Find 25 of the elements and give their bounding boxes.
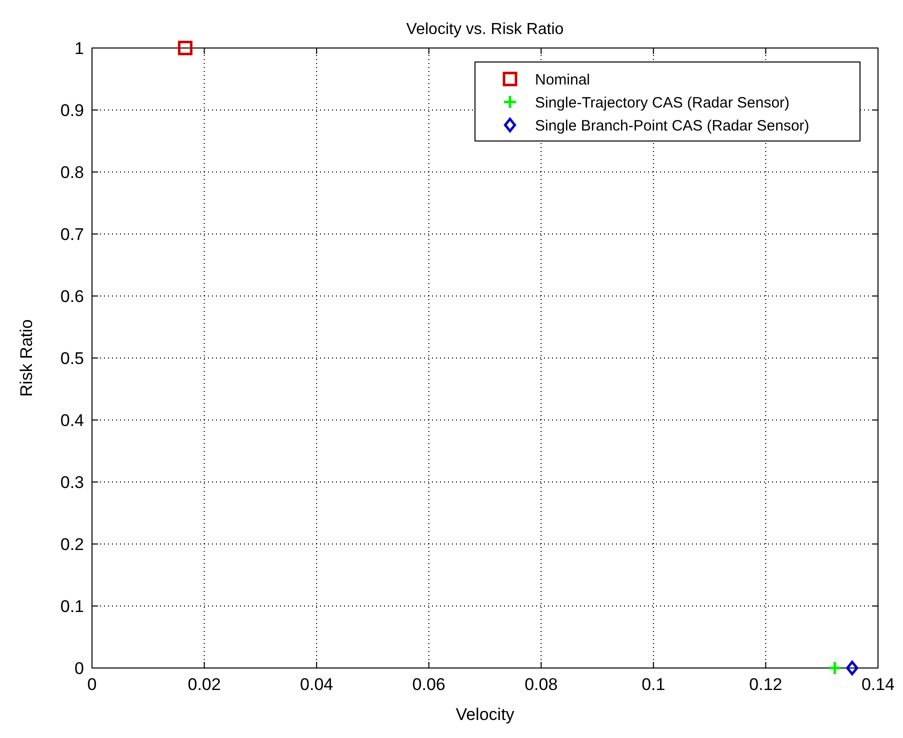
y-tick-label: 0.7 [60,224,84,244]
legend-label: Single Branch-Point CAS (Radar Sensor) [535,117,810,134]
x-tick-label: 0 [87,675,97,694]
x-tick-label: 0.14 [861,675,895,694]
x-tick-label: 0.06 [412,675,446,694]
x-axis-title: Velocity [456,705,515,724]
y-tick-label: 0.9 [60,100,84,120]
x-tick-label: 0.02 [188,675,221,694]
y-tick-label: 0.3 [60,472,84,492]
x-tick-label: 0.08 [524,675,558,694]
x-tick-label: 0.12 [749,675,782,694]
y-tick-label: 0.4 [60,410,84,430]
y-tick-label: 0 [74,658,84,678]
y-tick-label: 0.2 [60,534,84,554]
y-tick-label: 0.6 [60,286,84,306]
y-tick-label: 0.5 [60,348,84,368]
x-tick-label: 0.1 [642,675,666,694]
y-axis-title: Risk Ratio [17,319,36,397]
legend-label: Nominal [535,71,590,88]
y-tick-label: 1 [74,38,84,58]
y-tick-label: 0.8 [60,162,84,182]
x-tick-label: 0.04 [300,675,334,694]
legend-label: Single-Trajectory CAS (Radar Sensor) [535,94,790,112]
y-tick-label: 0.1 [60,596,84,616]
chart-title: Velocity vs. Risk Ratio [406,21,564,38]
